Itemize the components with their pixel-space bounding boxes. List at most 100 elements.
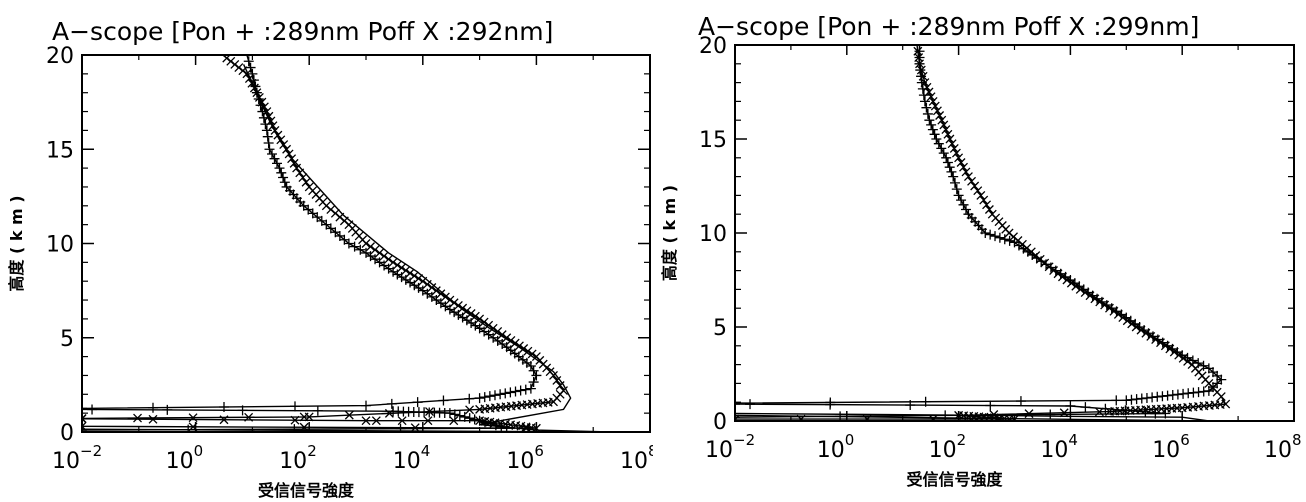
cross-marker [1146,331,1156,341]
cross-marker [379,251,389,261]
cross-marker [951,148,961,158]
plus-marker [392,269,403,280]
cross-marker [1095,297,1105,307]
cross-marker [1113,310,1123,319]
plus-marker [82,403,87,414]
cross-marker [304,182,314,192]
plus-marker [470,320,481,331]
plus-marker [1009,237,1020,248]
plus-marker [349,241,360,252]
series-line [82,64,611,432]
plus-marker [260,119,271,130]
plus-marker [1111,395,1122,406]
plus-marker [946,166,957,177]
plus-marker [466,317,477,328]
cross-marker [1085,291,1095,301]
cross-marker [523,346,533,356]
series-line [82,55,538,431]
plus-marker [148,402,158,413]
plus-marker [735,412,740,421]
plus-marker [395,423,406,432]
cross-marker [926,92,936,102]
cross-marker [941,125,951,135]
cross-marker [298,173,308,182]
cross-marker [1058,272,1067,282]
plus-marker [312,405,323,416]
cross-marker [384,254,394,264]
cross-marker [1174,350,1184,360]
chart-title: A−scope [Pon + :289nm Poff X :292nm] [52,17,553,46]
cross-marker [735,414,740,421]
cross-marker [1127,319,1137,329]
x-tick-label: 104 [393,442,431,474]
cross-marker [244,412,254,422]
series-1 [82,55,542,432]
plus-marker [474,393,485,404]
cross-marker [289,158,299,168]
plus-marker [87,404,98,415]
cross-marker [1160,341,1170,351]
plus-marker [457,312,468,323]
plus-marker [942,157,953,168]
plus-marker [525,383,536,394]
cross-marker [916,65,926,75]
y-tick-label: 15 [46,138,74,163]
plus-marker [464,393,475,404]
series-line [82,55,565,429]
plus-marker [918,90,929,101]
plus-marker [531,370,542,381]
cross-marker [1090,294,1100,304]
cross-marker [956,158,966,167]
plus-marker [520,384,531,395]
plot-frame [734,44,1295,422]
cross-marker [475,314,485,324]
cross-marker [1141,328,1151,338]
cross-marker [371,416,381,426]
y-axis-label: 高度 ( k m ) [7,195,26,291]
cross-marker [519,344,529,353]
plus-marker [243,56,254,67]
cross-marker [401,265,411,275]
plus-marker [921,102,932,113]
cross-marker [1075,284,1085,294]
y-tick-label: 10 [46,233,74,258]
x-tick-label: 102 [279,442,317,474]
plus-marker [388,406,399,417]
cross-marker [431,286,441,296]
cross-marker [531,352,541,362]
plus-marker [1065,400,1076,411]
cross-marker [405,268,415,278]
cross-marker [959,162,968,172]
cross-marker [1080,288,1090,297]
plus-marker [264,144,275,155]
plus-marker [1045,409,1056,420]
cross-marker [1071,281,1081,291]
plus-marker [944,162,955,173]
cross-marker [392,260,402,270]
cross-marker [1100,300,1110,310]
plus-marker [495,389,506,400]
cross-marker [366,242,375,252]
y-tick-label: 20 [46,44,74,69]
series-line [735,45,1223,418]
cross-marker [979,195,989,205]
plus-marker [262,131,273,142]
y-axis-label: 高度 ( k m ) [660,185,679,281]
cross-marker [949,143,959,153]
cross-marker [388,257,398,267]
cross-marker [1165,344,1175,354]
cross-marker [552,376,562,385]
plus-marker [948,171,959,182]
plus-marker [926,119,937,130]
series-line [735,45,1227,420]
cross-marker [397,263,407,273]
plus-marker [464,413,475,424]
y-tick-label: 5 [713,316,727,341]
cross-marker [1059,408,1069,418]
plus-marker [931,134,942,144]
cross-marker [989,410,999,419]
cross-marker [922,82,932,92]
plus-marker [949,177,960,188]
plus-marker [951,184,962,195]
plus-marker [355,244,366,255]
